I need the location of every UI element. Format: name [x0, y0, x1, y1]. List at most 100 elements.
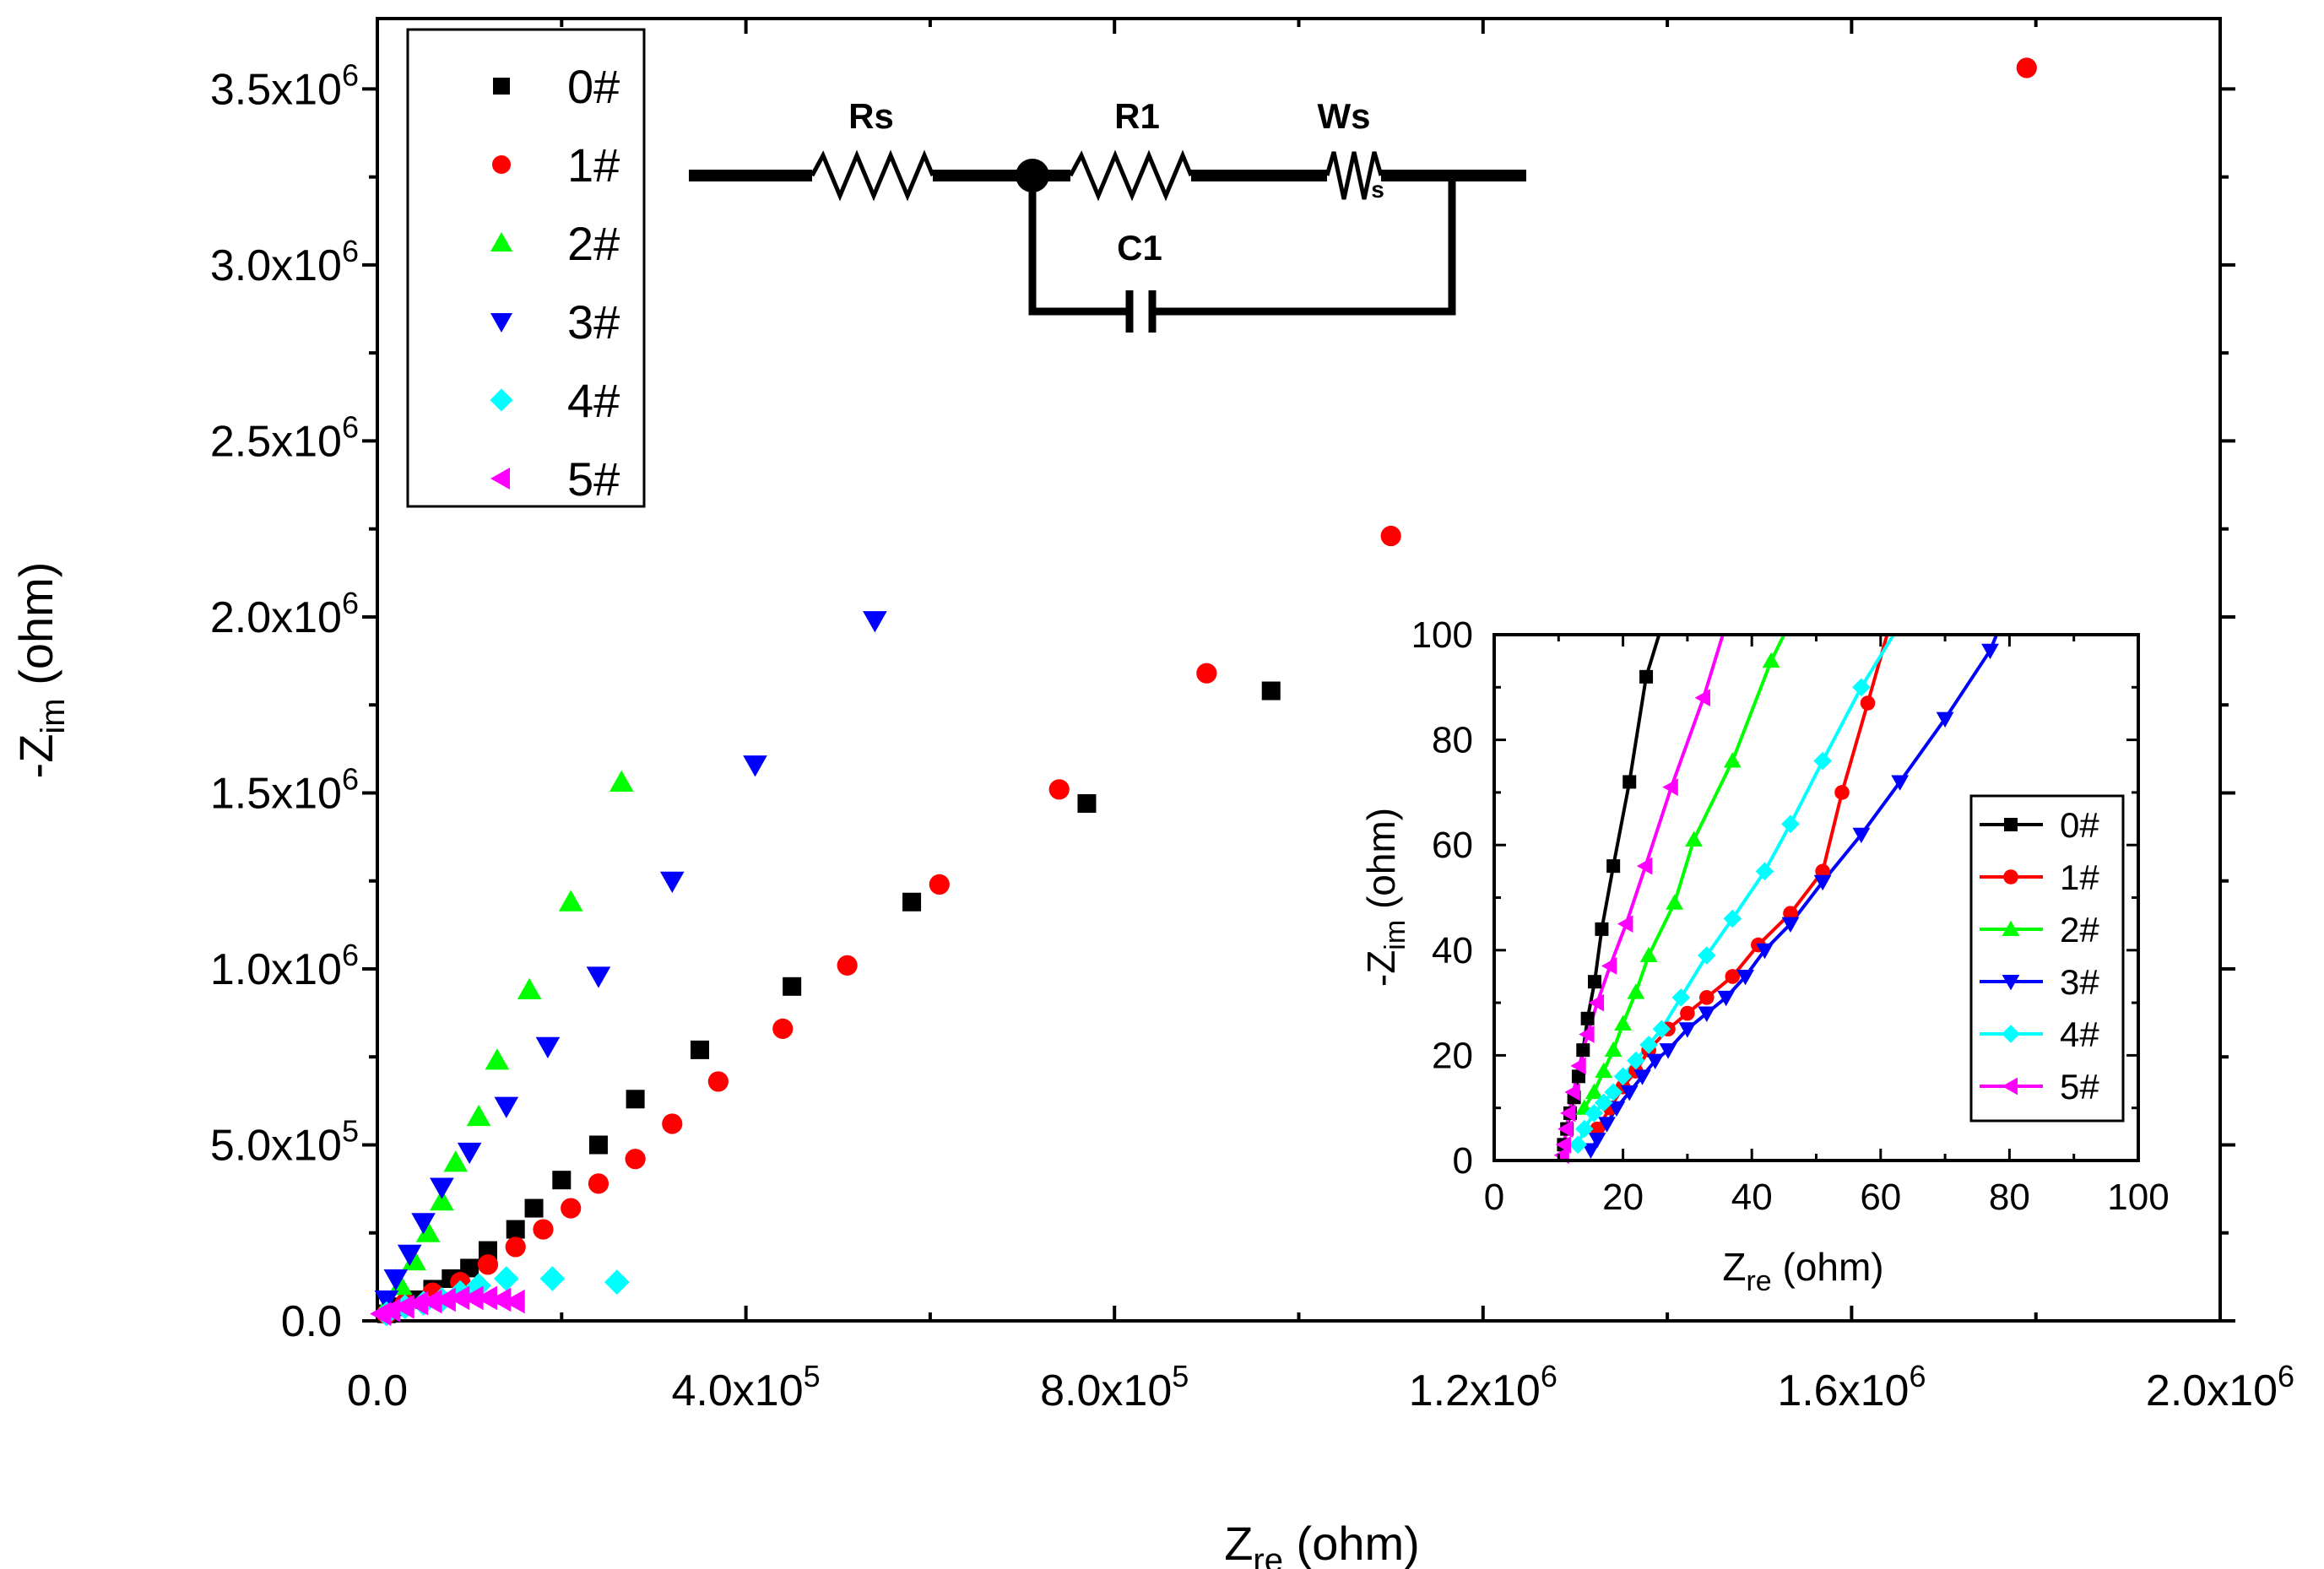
inset-data-point — [1813, 751, 1832, 771]
x-tick-label: 4.0x105 — [672, 1359, 821, 1415]
inset-data-point — [1698, 990, 1715, 1005]
inset-data-point — [1723, 909, 1742, 928]
inset-data-point — [1834, 785, 1850, 800]
inset-series-5# — [1553, 689, 1710, 1165]
data-point — [662, 1113, 683, 1134]
legend-label: 0# — [567, 60, 620, 113]
inset-data-point — [1781, 917, 1800, 933]
data-point — [457, 1142, 482, 1165]
data-point — [494, 1096, 519, 1118]
inset-data-point — [1678, 1022, 1697, 1038]
series-5# — [370, 1285, 525, 1326]
data-point — [503, 1289, 525, 1314]
y-tick-label: 2.5x106 — [210, 409, 359, 466]
data-point — [420, 1289, 442, 1314]
inset-x-tick-label: 100 — [2107, 1177, 2169, 1218]
x-tick-label: 1.2x106 — [1409, 1359, 1557, 1415]
data-point — [466, 1104, 491, 1127]
inset-data-point — [1698, 1006, 1716, 1022]
legend-label: 1# — [567, 138, 620, 192]
data-point — [863, 611, 887, 633]
data-point — [609, 770, 634, 792]
inset-data-point — [1815, 863, 1830, 879]
y-tick-label: 2.0x106 — [210, 586, 359, 642]
inset-data-point — [1694, 689, 1710, 707]
inset-data-point — [1633, 1069, 1651, 1085]
inset-y-axis-label: -Zim (ohm) — [1359, 808, 1411, 987]
data-point — [387, 1273, 413, 1296]
inset-legend-marker — [2003, 869, 2018, 885]
y-tick-label: 1.5x106 — [210, 761, 359, 818]
inset-data-point — [1659, 1043, 1677, 1059]
inset-data-point — [1652, 1020, 1671, 1039]
data-point — [902, 892, 922, 912]
data-point — [466, 1273, 491, 1299]
inset-data-point — [1555, 1135, 1572, 1154]
inset-data-point — [1560, 1104, 1576, 1123]
inset-legend-marker — [2002, 1077, 2018, 1096]
inset-y-tick-label: 80 — [1432, 720, 1473, 761]
series-2# — [374, 770, 634, 1317]
series-0# — [376, 681, 1281, 1323]
data-point — [929, 874, 950, 895]
inset-data-point — [1639, 669, 1654, 684]
inset-data-point — [1981, 643, 1999, 660]
data-point — [524, 1198, 544, 1218]
data-point — [533, 1219, 554, 1240]
inset-y-tick-label: 20 — [1432, 1035, 1473, 1076]
inset-data-point — [1813, 874, 1832, 891]
inset-data-point — [1697, 946, 1716, 965]
data-point — [411, 1213, 436, 1235]
inset-data-point — [1557, 1120, 1574, 1139]
legend-marker — [490, 468, 510, 490]
inset-x-axis-label: Zre (ohm) — [1722, 1245, 1883, 1297]
inset-data-point — [1723, 752, 1742, 768]
data-point — [707, 1071, 729, 1092]
circuit-label-r1: R1 — [1114, 96, 1160, 136]
inset-data-point — [1736, 969, 1754, 986]
inset-data-point — [1568, 1135, 1587, 1155]
legend-marker — [490, 388, 513, 412]
data-point — [772, 1018, 794, 1039]
data-point — [379, 1298, 401, 1323]
inset-legend-marker — [2004, 818, 2018, 831]
legend-label: 2# — [567, 217, 620, 270]
inset-x-tick-label: 60 — [1860, 1177, 1901, 1218]
main-legend-box — [406, 28, 646, 508]
inset-series-3# — [1582, 643, 1999, 1159]
inset-legend: 0# 1# 2# 3# 4# 5# — [1969, 794, 2125, 1123]
circuit-label-ws-sub: s — [1371, 176, 1384, 203]
inset-data-point — [1680, 1005, 1695, 1021]
inset-data-point — [1852, 678, 1871, 697]
y-tick-label: 3.5x106 — [210, 57, 359, 114]
inset-data-point — [1585, 1083, 1603, 1100]
data-point — [535, 1036, 561, 1059]
main-y-axis-label: -Zim (ohm) — [9, 562, 72, 779]
inset-legend-label: 0# — [2060, 805, 2099, 845]
y-tick-label: 3.0x106 — [210, 234, 359, 290]
circuit-label-rs: Rs — [848, 96, 894, 136]
data-point — [402, 1248, 426, 1271]
legend-marker — [492, 155, 511, 174]
data-point — [478, 1241, 497, 1260]
main-legend: 0# 1# 2# 3# 4# 5# — [406, 28, 646, 508]
data-point — [493, 1266, 519, 1291]
inset-data-point — [1617, 915, 1633, 933]
x-tick-label: 8.0x105 — [1040, 1359, 1189, 1415]
data-point — [490, 1287, 512, 1312]
data-point — [462, 1285, 484, 1311]
inset-data-point — [1639, 946, 1658, 963]
data-point — [393, 1295, 414, 1319]
inset-data-point — [1590, 1121, 1605, 1137]
circuit-label-ws: Ws — [1318, 96, 1371, 136]
inset-legend-label: 2# — [2060, 910, 2099, 950]
data-point — [1261, 681, 1281, 701]
inset-data-point — [1604, 1041, 1622, 1058]
inset-data-point — [1579, 1025, 1595, 1043]
inset-data-point — [1639, 1036, 1658, 1054]
inset-y-tick-label: 100 — [1411, 614, 1473, 656]
inset-data-point — [1613, 1067, 1633, 1086]
inset-data-point — [1627, 983, 1645, 999]
data-point — [586, 966, 611, 988]
